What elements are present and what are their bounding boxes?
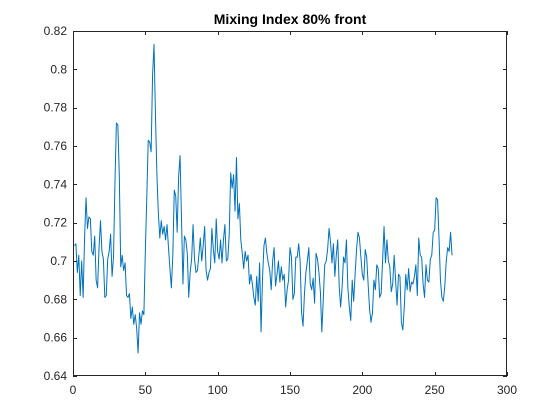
y-tick-label: 0.76 bbox=[44, 139, 68, 153]
y-tick-label: 0.78 bbox=[44, 101, 68, 115]
x-tick-label: 150 bbox=[280, 383, 300, 397]
x-tick-label: 100 bbox=[208, 383, 228, 397]
x-tick-label: 300 bbox=[497, 383, 517, 397]
chart-title: Mixing Index 80% front bbox=[214, 11, 367, 27]
y-tick-label: 0.68 bbox=[44, 292, 68, 306]
plot-background bbox=[73, 31, 507, 376]
x-tick-label: 0 bbox=[70, 383, 77, 397]
axes-layer: 0 50 100 150 200 250 300 0.64 0.66 0.68 0.7 0.72 0.7… bbox=[44, 24, 518, 397]
y-tick-label: 0.66 bbox=[44, 331, 68, 345]
y-tick-label: 0.72 bbox=[44, 216, 68, 230]
x-tick-label: 250 bbox=[425, 383, 445, 397]
y-tick-label: 0.7 bbox=[50, 254, 67, 268]
data-layer bbox=[74, 43, 453, 354]
x-tick-label: 50 bbox=[139, 383, 153, 397]
y-tick-label: 0.74 bbox=[44, 177, 68, 191]
y-tick-label: 0.82 bbox=[44, 24, 68, 38]
y-tick-label: 0.8 bbox=[50, 62, 67, 76]
x-tick-label: 200 bbox=[352, 383, 372, 397]
y-tick-label: 0.64 bbox=[44, 369, 68, 383]
series-line-1 bbox=[74, 43, 453, 354]
